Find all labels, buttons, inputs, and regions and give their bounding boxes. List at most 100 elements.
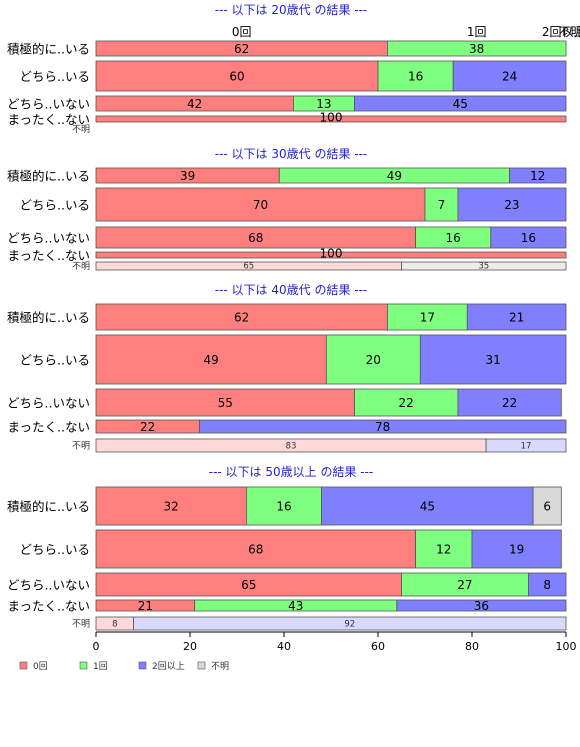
x-tick-label-2: 40 [277,640,291,653]
row-label-1-0: 積極的に..いる [7,169,90,184]
row-label-0-1: どちら..いる [20,69,90,84]
data-label-2-4-2: 17 [521,442,532,452]
data-label-2-1-2: 31 [486,353,501,367]
bar-segment-2-0-2 [466,303,567,331]
bar-segment-1-3-0 [95,251,567,259]
bar-segment-3-0-2 [321,486,534,526]
data-label-3-0-3: 6 [543,500,551,514]
data-label-1-2-1: 16 [446,231,461,245]
x-tick-label-3: 60 [371,640,385,653]
row-label-1-4: 不明 [72,261,90,272]
top-category-label-0: 0回 [232,25,252,39]
bar-segment-2-4-2 [485,438,567,453]
data-label-2-0-0: 62 [234,311,249,325]
row-label-3-4: 不明 [72,619,90,630]
row-label-1-3: まったく..ない [8,248,90,263]
row-label-2-0: 積極的に..いる [7,310,90,325]
data-label-3-0-1: 16 [276,500,291,514]
legend-swatch-2 [138,661,147,670]
top-category-label-2: 2回以上 [542,25,580,39]
data-label-3-2-0: 65 [241,578,256,592]
row-label-2-2: どちら..いない [7,396,90,411]
bar-segment-2-1-2 [419,334,567,385]
bar-segment-0-2-2 [354,95,567,112]
bar-segment-1-0-2 [509,167,567,184]
row-label-3-2: どちら..いない [7,578,90,593]
x-tick-label-5: 100 [556,640,577,653]
data-label-3-3-1: 43 [288,599,303,613]
data-label-1-2-0: 68 [248,231,263,245]
data-label-3-4-2: 92 [344,620,355,630]
row-label-2-1: どちら..いる [20,353,90,368]
data-label-1-3-0: 100 [320,247,343,261]
data-label-3-2-1: 27 [457,578,472,592]
data-label-0-2-1: 13 [316,97,331,111]
data-label-0-2-2: 45 [453,97,468,111]
legend-label-2: 2回以上 [152,661,185,672]
data-label-1-2-2: 16 [521,231,536,245]
bar-segment-3-0-3 [532,486,562,526]
bar-segment-3-1-1 [415,529,473,569]
data-label-2-1-0: 49 [204,353,219,367]
data-label-2-1-1: 20 [366,353,381,367]
legend-label-1: 1回 [93,661,108,672]
data-label-0-3-0: 100 [320,111,343,125]
row-label-0-0: 積極的に..いる [7,42,90,57]
data-label-0-2-0: 42 [187,97,202,111]
legend-swatch-3 [197,661,206,670]
bar-segment-3-2-2 [528,572,567,597]
top-category-label-3: 不明 [559,25,580,39]
data-label-2-2-0: 55 [218,396,233,410]
data-label-2-0-1: 17 [420,311,435,325]
bar-segment-3-0-1 [245,486,322,526]
bar-segment-1-1-0 [95,187,426,222]
bar-segment-1-4-3 [401,261,567,271]
bar-segment-2-1-0 [95,334,327,385]
row-label-0-2: どちら..いない [7,97,90,112]
panel-title-0: --- 以下は 20歳代 の結果 --- [215,3,368,17]
data-label-2-2-1: 22 [399,396,414,410]
data-label-3-1-1: 12 [436,543,451,557]
bar-segment-2-2-2 [457,388,562,417]
legend-swatch-0 [19,661,28,670]
row-label-1-1: どちら..いる [20,198,90,213]
x-tick-label-0: 0 [93,640,100,653]
data-label-1-0-2: 12 [530,169,545,183]
data-label-1-1-2: 23 [504,198,519,212]
data-label-0-0-1: 38 [469,42,484,56]
bar-segment-0-1-2 [452,60,567,92]
data-label-3-1-2: 19 [509,543,524,557]
data-label-3-2-2: 8 [543,578,551,592]
data-label-1-0-0: 39 [180,169,195,183]
bar-segment-3-1-2 [471,529,562,569]
bar-segment-2-2-0 [95,388,355,417]
data-label-3-0-2: 45 [420,500,435,514]
x-tick-label-4: 80 [465,640,479,653]
panel-title-2: --- 以下は 40歳代 の結果 --- [215,283,368,297]
data-label-3-0-0: 32 [164,500,179,514]
row-label-0-4: 不明 [72,124,90,135]
bar-segment-3-3-2 [396,599,567,612]
legend-label-3: 不明 [211,661,229,672]
panel-title-1: --- 以下は 30歳代 の結果 --- [215,147,368,161]
data-label-3-1-0: 68 [248,543,263,557]
data-label-1-4-0: 65 [243,262,254,272]
legend-label-0: 0回 [33,661,48,672]
bar-segment-1-1-2 [457,187,567,222]
data-label-2-2-2: 22 [502,396,517,410]
panel-title-3: --- 以下は 50歳以上 の結果 --- [209,465,374,479]
data-label-2-3-2: 78 [375,420,390,434]
data-label-1-1-0: 70 [253,198,268,212]
row-label-1-2: どちら..いない [7,231,90,246]
x-tick-label-1: 20 [183,640,197,653]
data-label-2-4-0: 83 [286,442,297,452]
bar-segment-2-1-1 [325,334,421,385]
row-label-3-3: まったく..ない [8,599,90,614]
data-label-0-1-1: 16 [408,70,423,84]
data-label-2-3-0: 22 [140,420,155,434]
data-label-2-0-2: 21 [509,311,524,325]
data-label-3-4-0: 8 [112,620,117,630]
bar-segment-1-2-2 [490,226,567,249]
data-label-0-1-2: 24 [502,70,517,84]
